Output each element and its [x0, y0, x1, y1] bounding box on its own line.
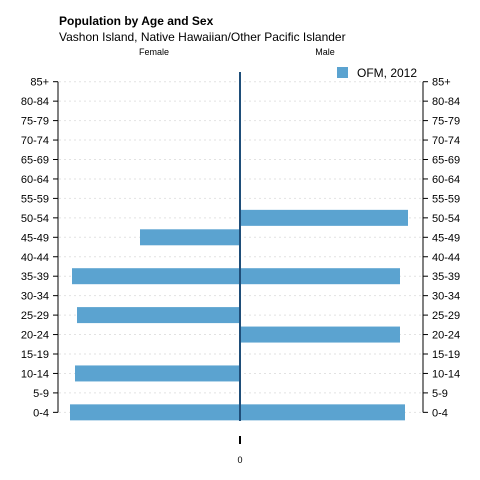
male-bar — [240, 404, 405, 421]
y-tick-label-left: 0-4 — [33, 407, 49, 419]
y-tick-label-left: 30-34 — [21, 291, 49, 303]
y-tick-label-left: 75-79 — [21, 116, 49, 128]
y-tick-label-right: 20-24 — [432, 330, 460, 342]
female-bar — [75, 365, 240, 382]
y-tick-label-right: 15-19 — [432, 349, 460, 361]
y-tick-label-right: 60-64 — [432, 174, 460, 186]
female-bar — [70, 404, 240, 421]
y-tick-label-left: 40-44 — [21, 252, 49, 264]
y-tick-label-right: 0-4 — [432, 407, 448, 419]
y-tick-label-left: 80-84 — [21, 96, 49, 108]
y-tick-label-left: 10-14 — [21, 368, 49, 380]
y-tick-label-right: 35-39 — [432, 271, 460, 283]
y-tick-label-right: 85+ — [432, 77, 451, 89]
y-tick-label-left: 70-74 — [21, 135, 49, 147]
y-tick-label-left: 85+ — [30, 77, 49, 89]
male-bar — [240, 209, 408, 226]
chart-subtitle: Vashon Island, Native Hawaiian/Other Pac… — [59, 30, 346, 44]
y-tick-label-right: 25-29 — [432, 310, 460, 322]
y-tick-label-left: 65-69 — [21, 155, 49, 167]
female-bar — [72, 268, 240, 285]
y-tick-label-left: 35-39 — [21, 271, 49, 283]
y-tick-label-left: 25-29 — [21, 310, 49, 322]
y-tick-label-right: 70-74 — [432, 135, 460, 147]
y-tick-label-left: 5-9 — [33, 388, 49, 400]
male-bar — [240, 268, 400, 285]
female-bar — [140, 229, 240, 246]
y-tick-label-right: 80-84 — [432, 96, 460, 108]
female-label: Female — [139, 47, 169, 57]
y-tick-label-left: 60-64 — [21, 174, 49, 186]
y-tick-label-left: 20-24 — [21, 330, 49, 342]
x-tick-label: 0 — [237, 455, 242, 465]
y-tick-label-right: 75-79 — [432, 116, 460, 128]
y-tick-label-right: 55-59 — [432, 193, 460, 205]
y-tick-label-right: 10-14 — [432, 368, 460, 380]
chart-title: Population by Age and Sex — [59, 14, 214, 28]
y-tick-label-right: 30-34 — [432, 291, 460, 303]
y-tick-label-left: 55-59 — [21, 193, 49, 205]
y-tick-label-right: 5-9 — [432, 388, 448, 400]
female-bar — [77, 307, 240, 324]
y-tick-label-right: 50-54 — [432, 213, 460, 225]
male-bar — [240, 326, 400, 343]
legend-label: OFM, 2012 — [357, 66, 417, 80]
y-tick-label-right: 45-49 — [432, 232, 460, 244]
y-tick-label-right: 65-69 — [432, 155, 460, 167]
y-tick-label-right: 40-44 — [432, 252, 460, 264]
y-tick-label-left: 15-19 — [21, 349, 49, 361]
y-tick-label-left: 45-49 — [21, 232, 49, 244]
legend-swatch — [337, 67, 348, 78]
male-label: Male — [315, 47, 335, 57]
y-tick-label-left: 50-54 — [21, 213, 49, 225]
